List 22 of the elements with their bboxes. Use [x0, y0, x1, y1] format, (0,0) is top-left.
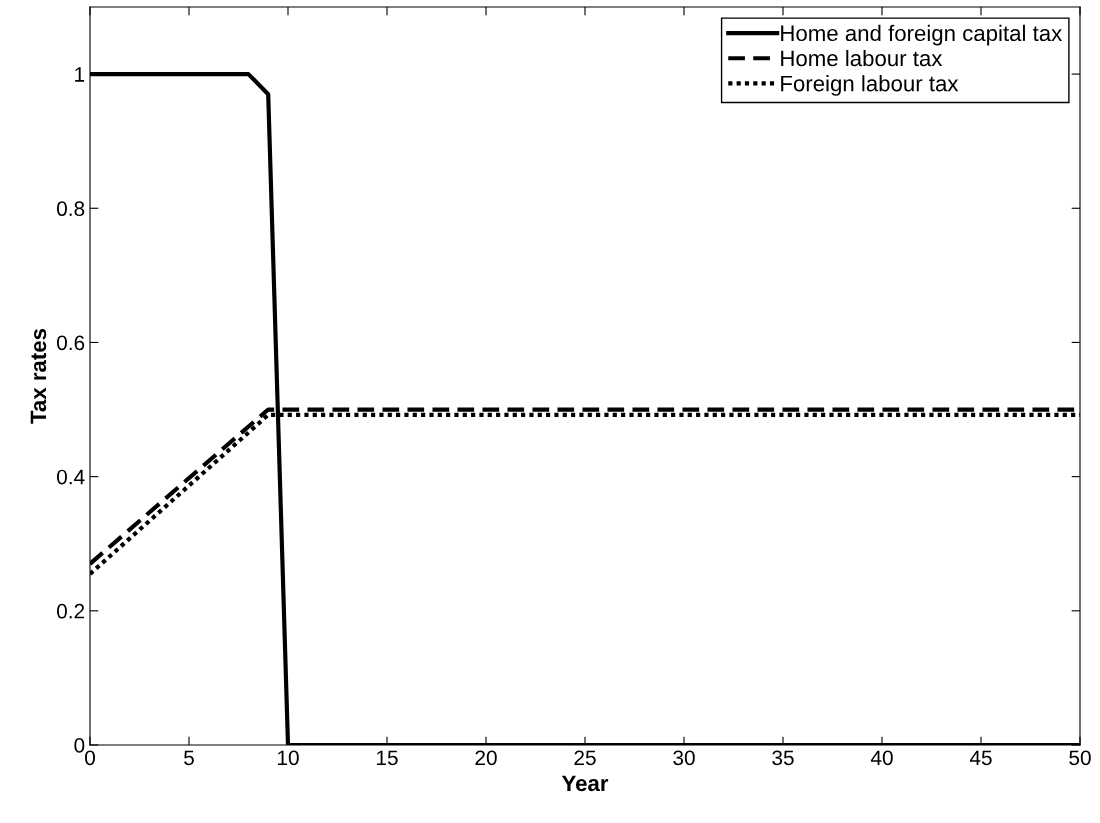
legend-label: Home and foreign capital tax: [781, 24, 1062, 46]
x-tick-label: 35: [772, 750, 794, 766]
x-tick-label: 10: [278, 750, 299, 766]
x-tick-label: 40: [870, 750, 893, 766]
y-tick-label: 0.6: [56, 335, 85, 351]
legend-label: Home labour tax: [781, 49, 943, 67]
x-tick-label: 45: [969, 750, 992, 766]
x-tick-label: 5: [184, 750, 194, 766]
y-tick-label: 0.4: [56, 469, 85, 485]
legend-label: Foreign labour tax: [781, 75, 959, 96]
x-axis-title: Year: [561, 775, 609, 792]
x-tick-label: 50: [1069, 750, 1091, 766]
x-tick-label: 30: [673, 750, 695, 766]
y-tick-label: 0: [74, 738, 85, 753]
x-tick-label: 15: [377, 750, 398, 766]
y-axis-title: Tax rates: [30, 328, 47, 424]
y-tick-label: 0.8: [56, 201, 85, 217]
y-tick-label: 1: [75, 67, 85, 82]
y-tick-label: 0.2: [56, 603, 85, 619]
x-tick-label: 0: [85, 750, 95, 766]
x-tick-label: 20: [475, 750, 497, 766]
x-tick-label: 25: [574, 750, 596, 766]
